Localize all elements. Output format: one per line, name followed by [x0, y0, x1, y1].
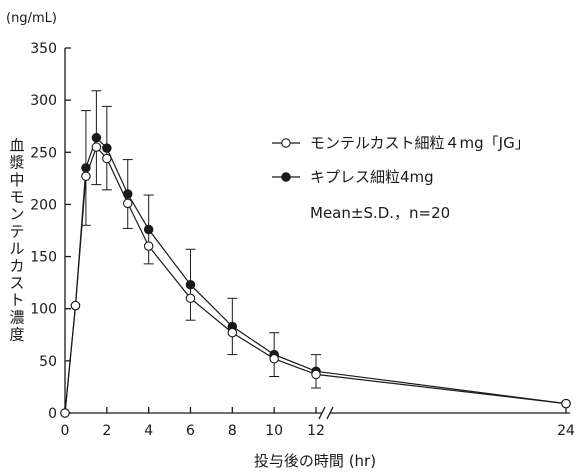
legend: モンテルカスト細粒４mg「JG」 キプレス細粒4mg — [272, 134, 530, 186]
y-tick-label: 0 — [48, 406, 57, 422]
data-point-filled — [91, 132, 102, 143]
x-tick-label: 8 — [228, 423, 237, 439]
y-axis-title-char: 血 — [9, 136, 24, 154]
y-unit-label: (ng/mL) — [6, 11, 57, 26]
data-point-filled — [102, 143, 112, 153]
data-point-open — [60, 408, 70, 418]
data-point-open — [143, 241, 154, 251]
legend-marker-filled-circle — [281, 172, 291, 182]
data-point-open — [227, 327, 238, 338]
data-point-open — [311, 369, 321, 380]
y-tick-label: 50 — [39, 354, 57, 370]
legend-label-series-2: キプレス細粒4mg — [310, 168, 434, 186]
y-axis-title-char: 漿 — [9, 154, 24, 172]
y-axis-title-char: テ — [9, 222, 24, 240]
y-axis-title-char: モ — [9, 188, 24, 206]
axis-break-mark — [318, 406, 326, 420]
data-point-open — [123, 198, 133, 209]
stat-annotation: Mean±S.D.，n=20 — [310, 204, 450, 222]
plot-area — [60, 90, 571, 418]
y-tick-label: 200 — [30, 197, 57, 213]
y-axis-title-char: 度 — [9, 326, 24, 344]
y-axis-title-char: ン — [9, 205, 24, 223]
y-axis-title-char: ト — [9, 291, 24, 309]
x-tick-label: 2 — [102, 423, 111, 439]
axes — [64, 47, 570, 420]
data-point-open — [70, 300, 81, 311]
legend-marker-open-circle — [281, 138, 291, 148]
y-axis-title-char: 濃 — [9, 308, 24, 326]
x-axis-title: 投与後の時間 (hr) — [254, 452, 376, 470]
y-tick-label: 250 — [30, 145, 57, 161]
y-tick-label: 100 — [30, 302, 57, 318]
y-tick-label: 150 — [30, 250, 57, 266]
y-axis-title-char: ル — [9, 240, 24, 258]
data-point-open — [91, 142, 102, 152]
data-point-open — [561, 398, 571, 409]
y-axis-title-char: 中 — [9, 171, 24, 189]
data-point-open — [102, 153, 112, 164]
x-tick-label: 10 — [265, 423, 283, 439]
data-point-open — [185, 293, 196, 304]
x-tick-label: 4 — [144, 423, 153, 439]
legend-label-series-1: モンテルカスト細粒４mg「JG」 — [310, 134, 530, 152]
x-tick-label: 12 — [307, 423, 325, 439]
data-point-filled — [143, 224, 154, 235]
y-axis-title-char: ス — [9, 274, 24, 292]
axis-break-mark — [326, 406, 334, 420]
data-point-filled — [81, 163, 91, 173]
y-tick-label: 300 — [30, 93, 57, 109]
data-point-open — [269, 354, 279, 364]
series-line-2 — [64, 136, 567, 414]
x-tick-label: 0 — [61, 423, 70, 439]
y-tick-label: 350 — [30, 41, 57, 57]
data-point-filled — [123, 189, 133, 199]
x-tick-label: 24 — [557, 423, 575, 439]
y-axis-title-char: カ — [9, 257, 24, 275]
x-tick-label: 6 — [186, 423, 195, 439]
data-point-open — [81, 171, 91, 182]
data-point-filled — [185, 279, 196, 290]
